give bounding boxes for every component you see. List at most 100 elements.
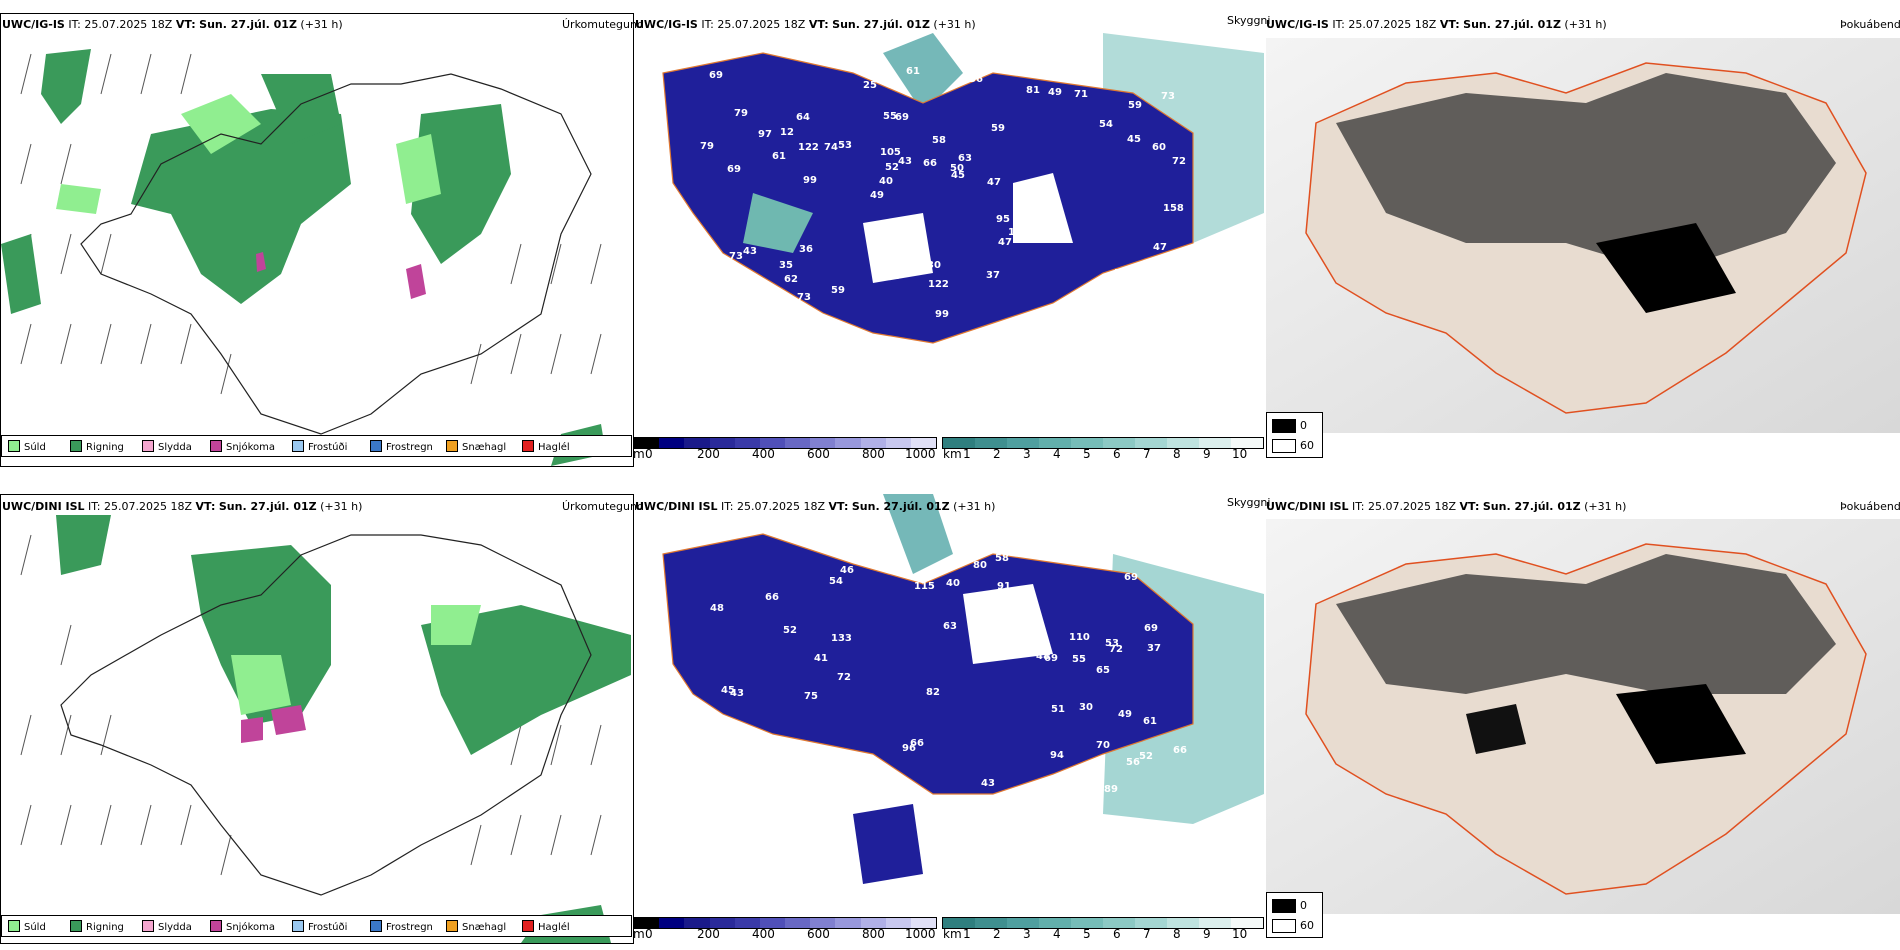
ceiling-value-label: 51 (872, 785, 886, 796)
legend-item: Slydda (142, 920, 192, 933)
tick: 10 (1232, 447, 1248, 461)
tick: 7 (1143, 927, 1151, 941)
legend-item: Rigning (70, 920, 124, 933)
ceiling-value-label: 122 (798, 142, 819, 153)
ceiling-value-label: 35 (779, 260, 793, 271)
visibility-colorbar-top (942, 437, 1264, 449)
ceiling-value-label: 69 (727, 164, 741, 175)
wind-barbs (20, 534, 602, 876)
ceiling-value-label: 89 (1104, 784, 1118, 795)
ceiling-value-label: 69 (1124, 572, 1138, 583)
ceiling-value-label: 37 (1147, 643, 1161, 654)
ceiling-value-label: 45 (951, 170, 965, 181)
ceiling-value-label: 53 (1105, 638, 1119, 649)
ceiling-value-label: 69 (1044, 653, 1058, 664)
tick: 5 (1083, 927, 1091, 941)
ceiling-panel-top (633, 13, 1264, 433)
fog-swatch-white (1272, 439, 1296, 453)
precip-map-bottom (20, 515, 631, 943)
ceiling-value-label: 52 (885, 162, 899, 173)
legend-item: Frostregn (370, 440, 433, 453)
tick: 0 (645, 927, 653, 941)
ceiling-value-label: 59 (831, 285, 845, 296)
ceiling-value-label: 52 (880, 262, 894, 273)
ceiling-value-label: 41 (814, 653, 828, 664)
legend-item: Frostúði (292, 920, 347, 933)
ceiling-value-label: 36 (969, 74, 983, 85)
visibility-colorbar-bottom (942, 917, 1264, 929)
ceiling-value-label: 43 (743, 246, 757, 257)
iceland-outline (60, 534, 592, 896)
ceiling-value-label: 133 (831, 633, 852, 644)
ceiling-value-label: 82 (926, 687, 940, 698)
ceiling-value-label: 61 (772, 151, 786, 162)
ceiling-value-label: 66 (910, 738, 924, 749)
visibility-unit-top: km (943, 447, 962, 461)
ceiling-value-label: 45 (721, 685, 735, 696)
ceiling-value-label: 40 (946, 578, 960, 589)
header-top-ceiling: UWC/IG-IS IT: 25.07.2025 18Z VT: Sun. 27… (635, 18, 976, 31)
ceiling-value-label: 99 (935, 309, 949, 320)
ceiling-value-label: 37 (727, 277, 741, 288)
ceiling-value-label: 58 (932, 135, 946, 146)
ceiling-value-label: 56 (708, 308, 722, 319)
ceiling-value-label: 96 (902, 743, 916, 754)
tick: 3 (1023, 927, 1031, 941)
ceiling-panel-bottom (633, 494, 1264, 914)
ceiling-value-label: 54 (829, 576, 843, 587)
ceiling-value-label: 97 (758, 129, 772, 140)
ceiling-value-label: 53 (838, 140, 852, 151)
ceiling-value-label: 79 (734, 108, 748, 119)
legend-item: Súld (8, 920, 46, 933)
ceiling-values-top: 67 69 59 49 59 54 55 58 43 53 75 62 69 63 102 79 92 72 95 4… (700, 66, 1186, 323)
precip-title-top: Úrkomutegund (562, 18, 644, 31)
tick: 600 (807, 447, 830, 461)
tick: 0 (645, 447, 653, 461)
ceiling-value-label: 62 (830, 750, 844, 761)
fog-panel-bottom (1266, 494, 1900, 914)
ceiling-value-label: 69 (895, 112, 909, 123)
ceiling-value-label: 74 (824, 142, 838, 153)
ceiling-value-label: 75 (804, 691, 818, 702)
legend-item: Snjókoma (210, 920, 275, 933)
ceiling-value-label: 42 (790, 749, 804, 760)
ceiling-value-label: 50 (723, 771, 737, 782)
header-top-fog: UWC/IG-IS IT: 25.07.2025 18Z VT: Sun. 27… (1266, 18, 1607, 31)
ceiling-value-label: 72 (1172, 156, 1186, 167)
ceiling-value-label: 58 (834, 788, 848, 799)
header-bottom-fog: UWC/DINI ISL IT: 25.07.2025 18Z VT: Sun.… (1266, 500, 1627, 513)
fog-swatch-white (1272, 919, 1296, 933)
ceiling-value-label: 122 (928, 279, 949, 290)
ceiling-value-label: 70 (1096, 740, 1110, 751)
tick: 8 (1173, 447, 1181, 461)
ceiling-value-label: 55 (1081, 295, 1095, 306)
ceiling-value-label: 66 (923, 158, 937, 169)
ceiling-value-label: 25 (863, 80, 877, 91)
ceiling-value-label: 61 (1143, 716, 1157, 727)
tick: 400 (752, 447, 775, 461)
fog-swatch-black (1272, 899, 1296, 913)
ceiling-value-label: 93 (748, 303, 762, 314)
tick: 9 (1203, 447, 1211, 461)
ceiling-value-label: 94 (1050, 750, 1064, 761)
fog-legend-bottom: 0 60 (1266, 892, 1323, 938)
ceiling-value-label: 61 (906, 66, 920, 77)
ceiling-value-label: 59 (1128, 100, 1142, 111)
ceiling-value-label: 95 (996, 214, 1010, 225)
tick: 6 (1113, 447, 1121, 461)
ceiling-value-label: 37 (986, 270, 1000, 281)
tick: 800 (862, 447, 885, 461)
ceiling-value-label: 158 (1163, 203, 1184, 214)
legend-item: Rigning (70, 440, 124, 453)
ceiling-value-label: 60 (1152, 142, 1166, 153)
ceiling-value-label: 48 (1036, 651, 1050, 662)
ceiling-value-label: 81 (1032, 623, 1046, 634)
ceiling-value-label: 67 (1120, 295, 1134, 306)
ceiling-value-label: 47 (888, 271, 902, 282)
ceiling-value-label: 58 (866, 775, 880, 786)
fog-legend-label: 0 (1300, 419, 1307, 432)
precip-title-bottom: Úrkomutegund (562, 500, 644, 513)
tick: 1 (963, 927, 971, 941)
ceiling-value-label: 40 (879, 176, 893, 187)
tick: 1000 (905, 927, 936, 941)
